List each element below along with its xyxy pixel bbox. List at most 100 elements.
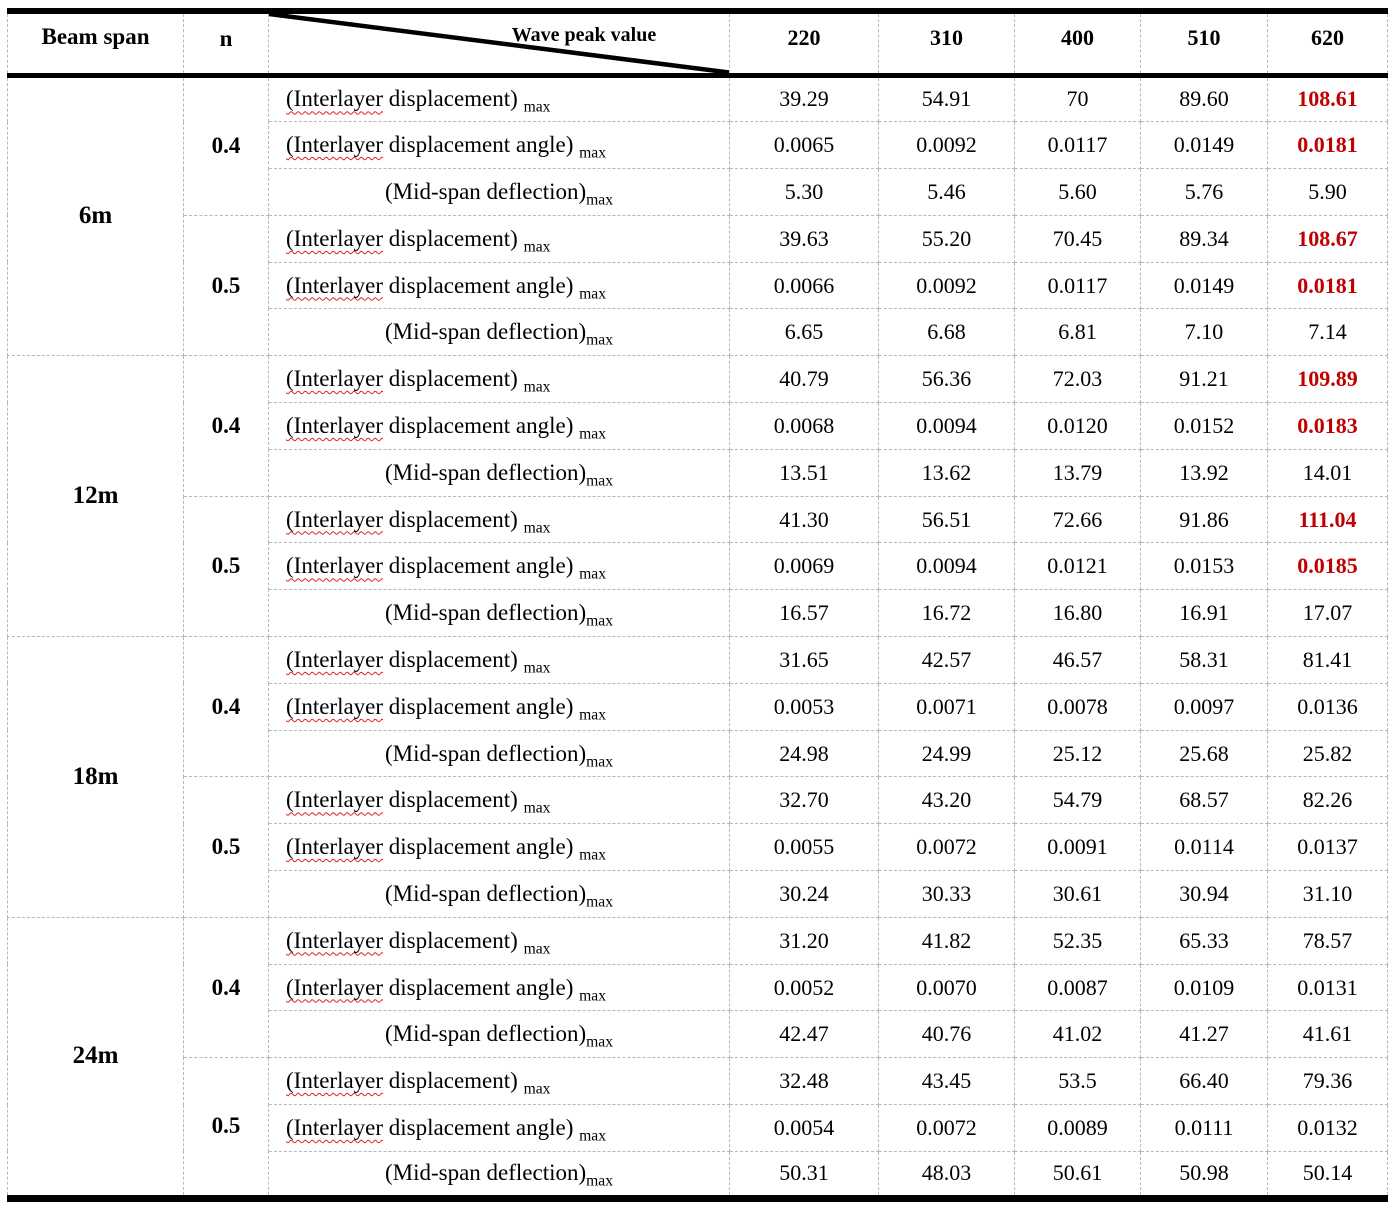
value-cell: 0.0052 (729, 963, 879, 1012)
misspelled-word: (Interlayer (286, 1114, 384, 1140)
metric-label-cell: (Mid-span deflection)max (268, 870, 730, 918)
metric-label-cell: (Mid-span deflection)max (268, 448, 730, 497)
value-cell: 5.46 (878, 168, 1015, 216)
value-cell: 17.07 (1267, 589, 1388, 638)
value-cell: 41.30 (729, 495, 879, 544)
header-wave-peak-400: 400 (1014, 10, 1141, 78)
max-subscript: max (523, 519, 551, 537)
value-cell: 0.0072 (878, 1104, 1015, 1152)
value-cell: 5.60 (1014, 168, 1141, 216)
value-cell: 55.20 (878, 214, 1015, 263)
header-wave-peak-510: 510 (1140, 10, 1268, 78)
metric-label-cell: (Interlayer displacement) max (268, 74, 730, 123)
value-cell: 0.0055 (729, 823, 879, 872)
misspelled-word: (Interlayer (286, 974, 384, 1000)
value-cell: 82.26 (1267, 776, 1388, 825)
value-cell: 13.79 (1014, 448, 1141, 497)
metric-label-cell: (Interlayer displacement angle) max (268, 963, 730, 1012)
max-subscript: max (579, 565, 607, 583)
metric-label-cell: (Interlayer displacement angle) max (268, 1104, 730, 1152)
metric-label-cell: (Interlayer displacement) max (268, 776, 730, 825)
value-cell: 48.03 (878, 1150, 1015, 1199)
value-cell: 54.91 (878, 74, 1015, 123)
n-cell: 0.4 (183, 74, 269, 216)
max-subscript: max (579, 987, 607, 1005)
value-cell: 65.33 (1140, 916, 1268, 965)
beam-span-cell: 24m (7, 916, 184, 1199)
max-subscript: max (586, 1172, 614, 1190)
value-cell: 30.24 (729, 870, 879, 918)
value-cell: 25.82 (1267, 729, 1388, 778)
value-cell: 0.0109 (1140, 963, 1268, 1012)
header-wave-peak-diagonal-cell: Wave peak value (268, 10, 730, 78)
value-cell: 54.79 (1014, 776, 1141, 825)
value-cell: 0.0181 (1267, 121, 1388, 170)
value-cell: 0.0117 (1014, 121, 1141, 170)
value-cell: 7.14 (1267, 308, 1388, 357)
metric-label-cell: (Mid-span deflection)max (268, 1010, 730, 1059)
value-cell: 5.90 (1267, 168, 1388, 216)
value-cell: 16.80 (1014, 589, 1141, 638)
value-cell: 89.34 (1140, 214, 1268, 263)
table-header: Beam span n Wave peak value 220 310 400 … (7, 10, 1388, 78)
max-subscript: max (523, 659, 551, 677)
n-cell: 0.5 (183, 776, 269, 918)
table-row: 12m 0.4 (Interlayer displacement) max 40.79… (7, 355, 1388, 638)
header-beam-span: Beam span (7, 10, 184, 78)
max-subscript: max (586, 472, 614, 490)
value-cell: 39.29 (729, 74, 879, 123)
metric-label-cell: (Interlayer displacement angle) max (268, 823, 730, 872)
n-cell: 0.5 (183, 1057, 269, 1199)
table-row: (Interlayer displacement angle) max 0.006… (8, 261, 1388, 310)
value-cell: 56.51 (878, 495, 1015, 544)
header-wave-peak-label: Wave peak value (511, 24, 657, 46)
metric-label-cell: (Interlayer displacement angle) max (268, 402, 730, 450)
max-subscript: max (586, 191, 614, 209)
max-subscript: max (579, 1127, 607, 1145)
value-cell: 42.57 (878, 636, 1015, 684)
table-row: (Mid-span deflection)max 13.51 13.62 13.79 1… (8, 448, 1388, 497)
metric-label-cell: (Mid-span deflection)max (268, 308, 730, 357)
value-cell: 72.03 (1014, 355, 1141, 404)
value-cell: 0.0094 (878, 542, 1015, 591)
value-cell: 32.48 (729, 1057, 879, 1106)
misspelled-word: (Interlayer (286, 225, 384, 251)
misspelled-word: (Interlayer (286, 412, 384, 438)
metric-label-cell: (Mid-span deflection)max (268, 168, 730, 216)
table-row: 6m 0.4 (Interlayer displacement) max 39.29 5… (7, 74, 1388, 357)
table-body: 6m 0.4 (Interlayer displacement) max 39.29 5… (7, 74, 1388, 1199)
value-cell: 42.47 (729, 1010, 879, 1059)
value-cell: 30.94 (1140, 870, 1268, 918)
value-cell: 31.65 (729, 636, 879, 684)
table-row: (Interlayer displacement angle) max 0.006… (8, 121, 1388, 170)
value-cell: 50.61 (1014, 1150, 1141, 1199)
max-subscript: max (523, 378, 551, 396)
value-cell: 31.10 (1267, 870, 1388, 918)
value-cell: 58.31 (1140, 636, 1268, 684)
value-cell: 41.02 (1014, 1010, 1141, 1059)
metric-label-cell: (Interlayer displacement angle) max (268, 121, 730, 170)
metric-label-cell: (Mid-span deflection)max (268, 729, 730, 778)
value-cell: 0.0054 (729, 1104, 879, 1152)
misspelled-word: (Interlayer (286, 86, 384, 112)
max-subscript: max (586, 331, 614, 349)
table-row: (Interlayer displacement angle) max 0.005… (8, 682, 1388, 731)
value-cell: 0.0070 (878, 963, 1015, 1012)
n-cell: 0.4 (183, 916, 269, 1059)
value-cell: 5.76 (1140, 168, 1268, 216)
metric-label-cell: (Interlayer displacement angle) max (268, 261, 730, 310)
value-cell: 109.89 (1267, 355, 1388, 404)
max-subscript: max (523, 940, 551, 958)
max-subscript: max (579, 706, 607, 724)
max-subscript: max (579, 285, 607, 303)
value-cell: 0.0153 (1140, 542, 1268, 591)
max-subscript: max (523, 799, 551, 817)
value-cell: 0.0094 (878, 402, 1015, 450)
table-row: (Interlayer displacement angle) max 0.005… (8, 1104, 1388, 1152)
value-cell: 0.0121 (1014, 542, 1141, 591)
diagonal-divider-line (269, 14, 729, 73)
max-subscript: max (523, 98, 551, 116)
value-cell: 0.0149 (1140, 121, 1268, 170)
value-cell: 16.72 (878, 589, 1015, 638)
misspelled-word: (Interlayer (286, 553, 384, 579)
